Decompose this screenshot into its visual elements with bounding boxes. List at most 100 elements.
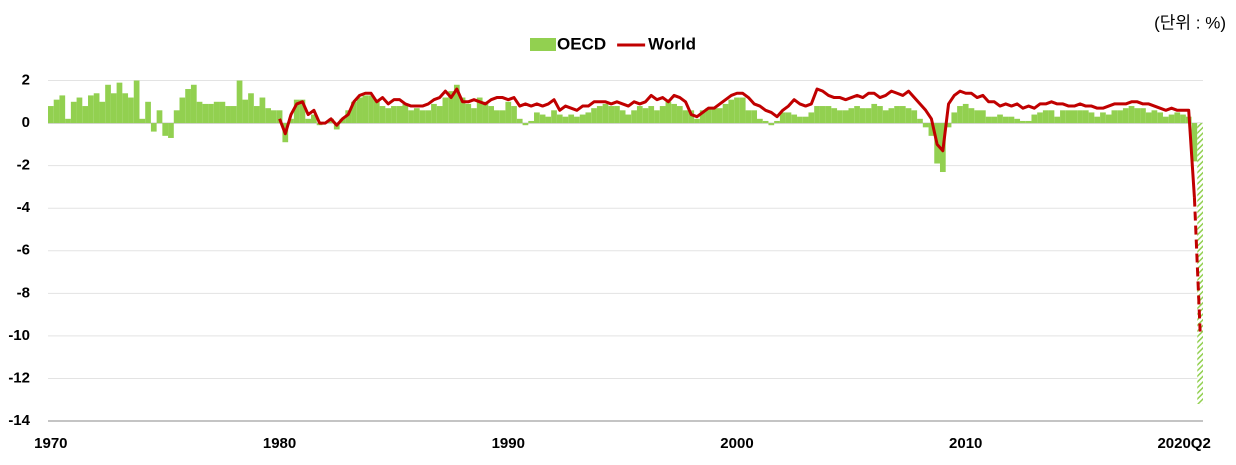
bar	[373, 99, 380, 124]
bar	[676, 106, 683, 124]
bar	[608, 106, 615, 124]
bar	[499, 110, 506, 124]
bar	[270, 110, 277, 124]
bar	[831, 108, 838, 124]
bar	[522, 123, 529, 126]
bar	[356, 97, 363, 124]
bar	[1008, 116, 1015, 124]
bar	[1140, 108, 1146, 124]
bar	[854, 106, 860, 124]
x-tick-label: 2000	[720, 435, 753, 452]
bar	[248, 93, 254, 124]
unit-label: (단위 : %)	[1154, 13, 1226, 32]
bar	[116, 82, 123, 124]
bar	[442, 97, 449, 124]
legend-label: World	[648, 34, 696, 53]
bar	[65, 118, 71, 124]
bar	[722, 103, 729, 124]
bar	[636, 106, 643, 124]
bar	[819, 106, 826, 124]
bar	[288, 118, 294, 124]
bar	[482, 101, 489, 124]
bar	[974, 110, 981, 124]
bar	[459, 97, 466, 124]
bar	[648, 106, 655, 124]
bar	[997, 114, 1003, 124]
bar	[1134, 108, 1141, 124]
bar	[917, 118, 923, 124]
bar	[614, 106, 620, 124]
bar	[1162, 116, 1169, 124]
bar	[1094, 116, 1101, 124]
bar	[368, 95, 374, 124]
bar	[1117, 110, 1123, 124]
bar	[739, 97, 746, 124]
bar	[551, 110, 557, 124]
bar	[105, 84, 111, 124]
bar	[208, 103, 214, 124]
bar	[150, 123, 157, 132]
bar	[391, 106, 397, 124]
bar	[465, 103, 472, 124]
bar	[1191, 123, 1198, 162]
bar	[351, 101, 357, 124]
legend-swatch	[530, 38, 556, 51]
bar	[133, 80, 140, 124]
line-projection	[1192, 197, 1202, 332]
bar	[585, 112, 592, 124]
bar	[945, 123, 952, 128]
y-tick-label: -4	[17, 199, 31, 216]
bar	[991, 116, 998, 124]
bar	[1197, 123, 1203, 404]
bar	[299, 99, 306, 124]
bar	[894, 106, 900, 124]
bar	[922, 123, 929, 128]
bar	[928, 123, 935, 136]
y-tick-label: -6	[17, 242, 30, 259]
bar	[705, 108, 712, 124]
bar	[625, 114, 632, 124]
bar	[1014, 118, 1021, 124]
bar	[253, 106, 260, 124]
bar	[493, 110, 500, 124]
bar	[425, 110, 432, 124]
bar	[1065, 110, 1072, 124]
bar	[905, 108, 912, 124]
bar	[59, 95, 66, 124]
bar	[911, 110, 918, 124]
bar	[665, 101, 672, 124]
bar	[345, 110, 352, 124]
bar	[602, 103, 609, 124]
bar	[1168, 114, 1175, 124]
bar	[968, 108, 975, 124]
bar	[957, 106, 963, 124]
bar	[1060, 110, 1066, 124]
bar	[671, 103, 677, 124]
bar	[619, 110, 626, 124]
bar	[305, 118, 312, 124]
y-tick-label: -2	[17, 157, 30, 174]
bar	[408, 110, 414, 124]
bar	[631, 110, 637, 124]
bar	[1122, 108, 1129, 124]
bar	[185, 89, 191, 124]
bar	[1145, 112, 1152, 124]
bar	[276, 110, 283, 124]
bar	[768, 123, 775, 126]
bar	[168, 123, 174, 138]
bar	[882, 110, 889, 124]
bar	[808, 112, 815, 124]
x-tick-label: 1990	[492, 435, 525, 452]
bar	[139, 118, 146, 124]
bar	[379, 106, 386, 124]
bar	[48, 106, 54, 124]
bar	[802, 116, 809, 124]
x-tick-label: 1980	[263, 435, 296, 452]
bar	[1002, 116, 1009, 124]
bar	[699, 110, 706, 124]
bar	[825, 106, 832, 124]
bar	[877, 106, 883, 124]
line	[278, 87, 1196, 198]
bar	[311, 114, 317, 124]
